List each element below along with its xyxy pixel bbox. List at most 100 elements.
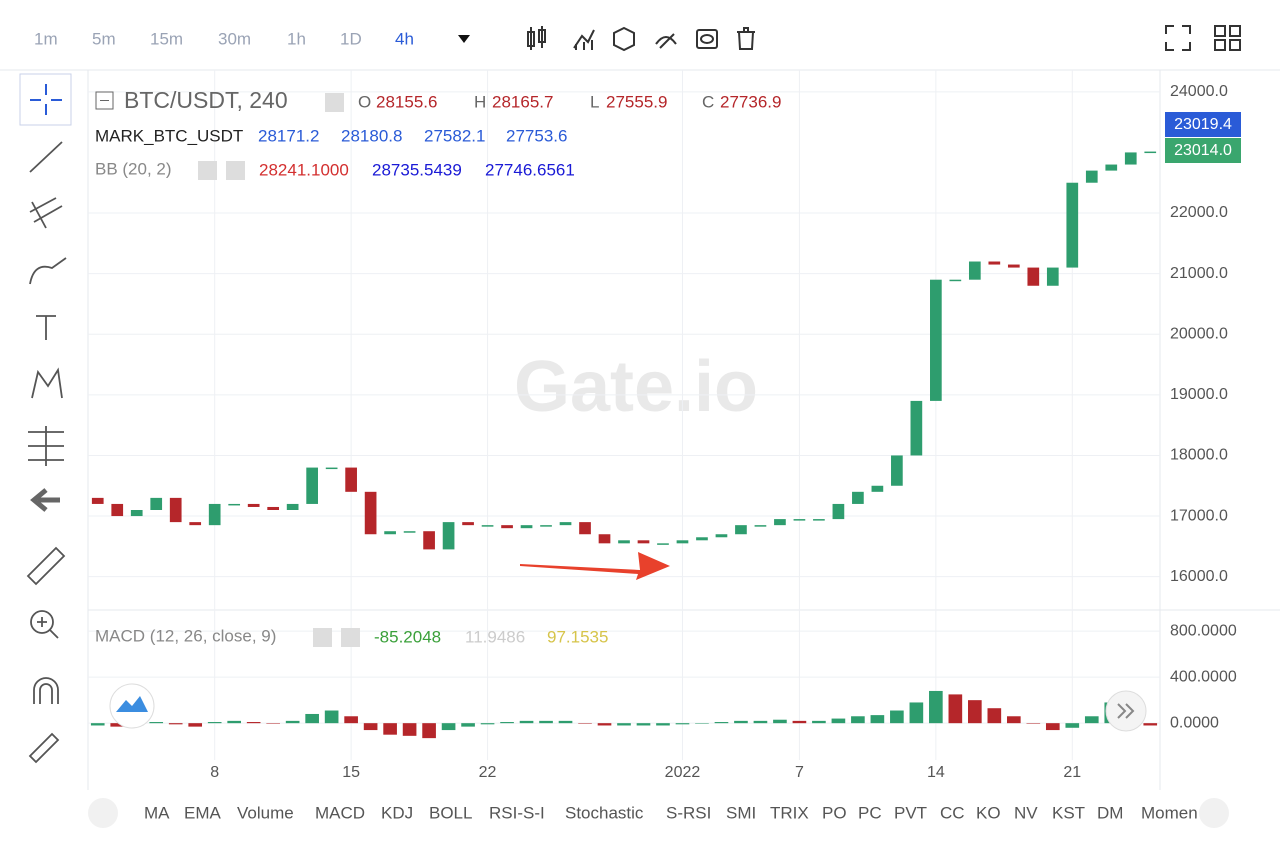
macd-bar <box>695 723 709 724</box>
line-tool[interactable] <box>29 141 63 173</box>
indicator-tab[interactable]: Stochastic <box>565 803 644 822</box>
symbol: BTC/USDT, 240 <box>124 87 288 113</box>
macd-bar <box>207 722 222 724</box>
layout-icon[interactable] <box>1214 25 1241 51</box>
magnet-tool[interactable] <box>33 677 59 704</box>
close-icon[interactable] <box>226 161 245 180</box>
indicator-tabs: MA EMA Volume MACD KDJ BOLL RSI-S-I Stochastic S… <box>144 803 1198 822</box>
indicator-tab[interactable]: KDJ <box>381 803 413 822</box>
indicator-value: 11.9486 <box>465 627 525 646</box>
indicator-tab[interactable]: TRIX <box>770 803 809 822</box>
delete-icon[interactable] <box>737 27 755 50</box>
x-tick-label: 2022 <box>665 764 701 781</box>
indicator-tab[interactable]: RSI-S-I <box>489 803 545 822</box>
zoom-tool[interactable] <box>30 610 59 639</box>
indicator-tab[interactable]: SMI <box>726 803 756 822</box>
hide-icon[interactable] <box>655 33 677 49</box>
settings-icon[interactable] <box>325 93 344 112</box>
indicator-tab[interactable]: Volume <box>237 803 294 822</box>
candle-body <box>598 534 611 544</box>
crosshair-icon <box>30 84 62 115</box>
candle-body <box>637 540 650 544</box>
macd-bar <box>909 702 924 724</box>
ruler-tool[interactable] <box>26 546 66 586</box>
macd-bar <box>773 719 787 724</box>
indicator-value: 28171.2 <box>258 126 319 145</box>
back-button[interactable] <box>30 488 60 512</box>
timeframe[interactable]: 30m <box>218 29 251 48</box>
timeframe[interactable]: 1h <box>287 29 306 48</box>
crosshair-button[interactable] <box>19 73 72 126</box>
x-tick-label: 15 <box>342 764 360 781</box>
macd-bar <box>656 723 670 726</box>
tabs-prev[interactable] <box>88 798 118 828</box>
candle-body <box>228 503 241 506</box>
indicator-tab[interactable]: MA <box>144 803 170 822</box>
settings-icon[interactable] <box>613 26 635 52</box>
macd-bar <box>246 722 261 724</box>
macd-bar <box>480 723 495 725</box>
candle-body <box>579 522 591 535</box>
indicator-tab[interactable]: KST <box>1052 803 1085 822</box>
candle-body <box>988 261 1001 265</box>
pattern-tool[interactable] <box>31 367 63 399</box>
top-toolbar: 1m 5m 15m 30m 1h 1D 4h <box>34 25 1241 52</box>
macd-bar <box>714 722 729 724</box>
indicator-tab[interactable]: BOLL <box>429 803 472 822</box>
macd-bar <box>305 713 319 724</box>
collapse-icon[interactable] <box>95 91 114 110</box>
indicator-tab[interactable]: S-RSI <box>666 803 711 822</box>
text-tool[interactable] <box>36 315 56 340</box>
measure-tool[interactable] <box>28 426 64 466</box>
indicator-icon[interactable] <box>573 29 595 50</box>
indicator-tab[interactable]: DM <box>1097 803 1123 822</box>
settings-icon[interactable] <box>313 628 332 647</box>
timeframe[interactable]: 15m <box>150 29 183 48</box>
candle-body <box>481 525 494 527</box>
tabs-next[interactable] <box>1199 798 1229 828</box>
fullscreen-icon[interactable] <box>1165 25 1191 51</box>
dropdown-icon[interactable] <box>458 35 470 43</box>
macd-bar <box>636 723 651 726</box>
close-icon[interactable] <box>341 628 360 647</box>
timeframe[interactable]: 4h <box>395 29 414 48</box>
eye-icon[interactable] <box>696 29 718 49</box>
macd-bar <box>1143 723 1158 726</box>
candle-body <box>364 491 377 535</box>
indicator-tab[interactable]: EMA <box>184 803 222 822</box>
indicator-name: MARK_BTC_USDT <box>95 126 243 145</box>
macd-bar <box>168 723 183 725</box>
fib-tool[interactable] <box>29 197 63 229</box>
y-tick-label: 18000.0 <box>1170 447 1228 464</box>
candle-body <box>169 497 182 523</box>
indicator-bar <box>0 790 1280 847</box>
macd-bar <box>383 723 397 735</box>
indicator-tab[interactable]: PO <box>822 803 847 822</box>
candle-body <box>150 497 163 510</box>
indicator-tab[interactable]: KO <box>976 803 1001 822</box>
legend-value: 28165.7 <box>492 92 553 111</box>
annotation-arrow <box>520 552 670 580</box>
candle-body <box>735 525 747 535</box>
macd-bar <box>890 710 904 724</box>
timeframe[interactable]: 5m <box>92 29 116 48</box>
lock-tool[interactable] <box>28 732 60 764</box>
y-tick-label: 17000.0 <box>1170 507 1228 524</box>
candle-icon[interactable] <box>527 26 546 50</box>
indicator-tab[interactable]: Momen <box>1141 803 1198 822</box>
indicator-tab[interactable]: PVT <box>894 803 927 822</box>
candle-body <box>949 279 962 282</box>
x-tick-label: 14 <box>927 764 945 781</box>
timeframe[interactable]: 1D <box>340 29 362 48</box>
brush-tool[interactable] <box>29 257 67 285</box>
indicator-tab[interactable]: CC <box>940 803 965 822</box>
timeframe[interactable]: 1m <box>34 29 58 48</box>
candle-body <box>208 503 221 526</box>
indicator-tab[interactable]: MACD <box>315 803 365 822</box>
settings-icon[interactable] <box>198 161 217 180</box>
indicator-value: -85.2048 <box>374 627 441 646</box>
indicator-tab[interactable]: NV <box>1014 803 1038 822</box>
macd-bar <box>1084 716 1099 724</box>
indicator-tab[interactable]: PC <box>858 803 882 822</box>
